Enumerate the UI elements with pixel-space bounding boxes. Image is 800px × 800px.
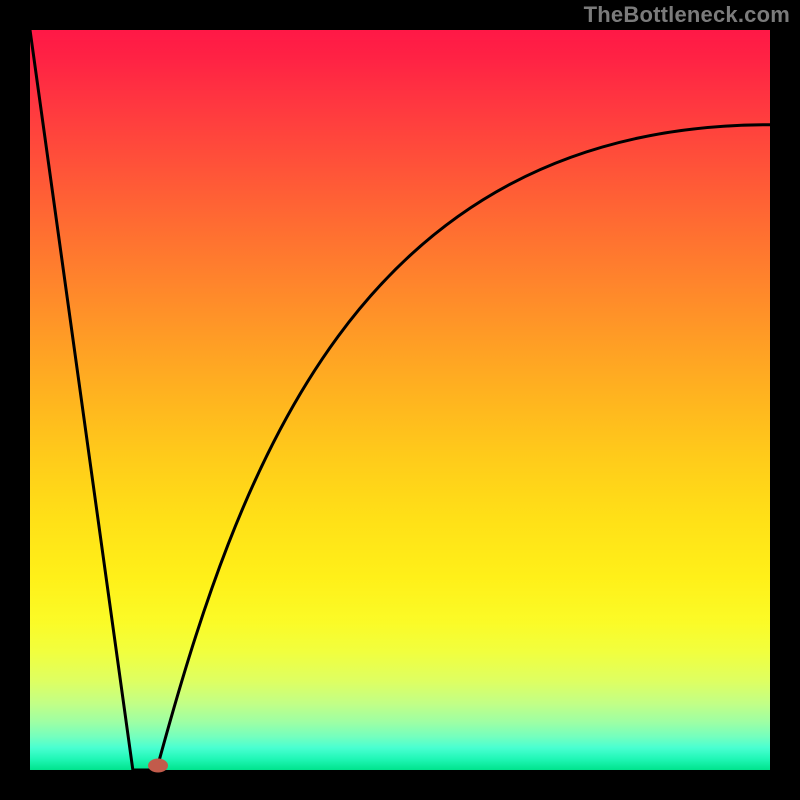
chart-container: { "watermark": { "text": "TheBottleneck.… xyxy=(0,0,800,800)
bottleneck-chart xyxy=(0,0,800,800)
watermark-text: TheBottleneck.com xyxy=(584,2,790,28)
plot-background xyxy=(30,30,770,770)
optimal-marker xyxy=(148,759,168,773)
